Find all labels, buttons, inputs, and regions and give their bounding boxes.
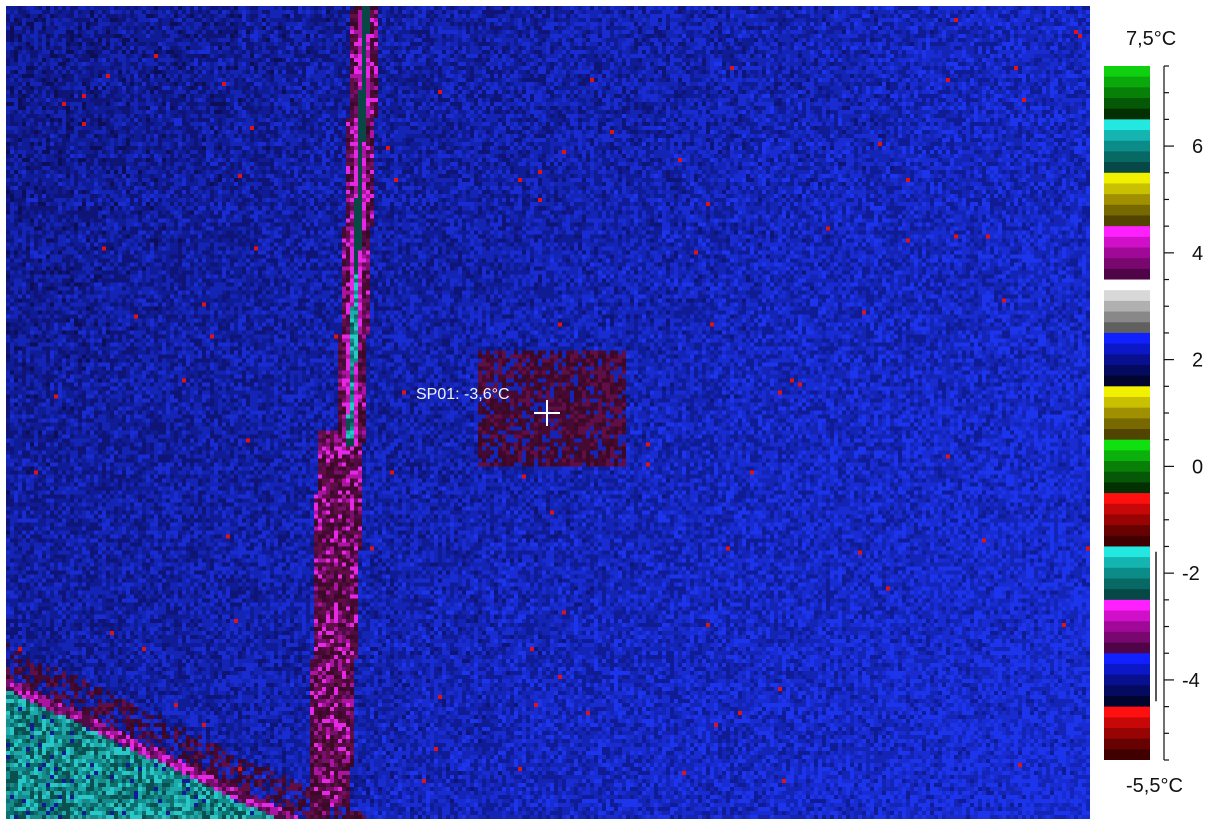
color-scale-swatch (1104, 290, 1150, 302)
color-scale-swatch (1104, 567, 1150, 580)
color-scale-swatch (1104, 461, 1150, 473)
color-scale-swatch (1104, 749, 1150, 760)
color-scale-swatch (1104, 514, 1150, 526)
color-scale-swatch (1104, 621, 1150, 633)
scale-tick-label: -4 (1182, 670, 1200, 692)
color-scale-swatch (1104, 439, 1150, 451)
color-scale-swatch (1104, 503, 1150, 516)
scale-min-label: -5,5°C (1126, 775, 1183, 797)
color-scale-swatch (1104, 493, 1150, 505)
color-scale-swatch (1104, 599, 1150, 612)
color-scale-swatch (1104, 546, 1150, 558)
color-scale-swatch (1104, 471, 1150, 483)
color-scale-swatch (1104, 322, 1150, 334)
color-scale-swatch (1104, 311, 1150, 323)
color-scale-swatch (1104, 525, 1150, 537)
color-scale-swatch (1104, 343, 1150, 355)
color-scale-swatch (1104, 429, 1150, 441)
color-scale-swatch (1104, 183, 1150, 195)
color-scale-swatch (1104, 685, 1150, 697)
color-scale-swatch (1104, 706, 1150, 718)
color-scale-swatch (1104, 482, 1150, 494)
scale-tick-label: 6 (1192, 136, 1203, 158)
color-scale-swatch (1104, 738, 1150, 750)
color-scale-swatch (1104, 610, 1150, 622)
color-scale-swatch (1104, 215, 1150, 227)
color-scale-swatch (1104, 300, 1150, 313)
color-scale-swatch (1104, 162, 1150, 174)
color-scale-swatch (1104, 98, 1150, 110)
spot-crosshair-icon (534, 400, 560, 426)
scale-tick-label: 2 (1192, 350, 1203, 372)
color-scale-swatch (1104, 258, 1150, 270)
color-scale-swatch (1104, 578, 1150, 590)
scale-tick-label: 0 (1192, 456, 1203, 478)
color-scale-swatch (1104, 674, 1150, 686)
color-scale-swatch (1104, 354, 1150, 366)
color-scale-swatch (1104, 332, 1150, 345)
color-scale-swatch (1104, 140, 1150, 153)
color-scale-swatch (1104, 247, 1150, 259)
color-scale-bar (1104, 66, 1150, 760)
scale-tick-label: 4 (1192, 243, 1203, 265)
color-scale-swatch (1104, 717, 1150, 729)
color-scale-swatch (1104, 119, 1150, 131)
color-scale-swatch (1104, 418, 1150, 430)
color-scale-swatch (1104, 407, 1150, 419)
color-scale-swatch (1104, 236, 1150, 249)
color-scale-swatch (1104, 226, 1150, 238)
color-scale-swatch (1104, 695, 1150, 708)
color-scale-swatch (1104, 364, 1150, 377)
color-scale-swatch (1104, 663, 1150, 676)
color-scale-swatch (1104, 535, 1150, 548)
color-scale-swatch (1104, 653, 1150, 665)
color-scale-swatch (1104, 204, 1150, 217)
color-scale-swatch (1104, 727, 1150, 740)
color-scale-swatch (1104, 642, 1150, 654)
color-scale-swatch (1104, 631, 1150, 644)
color-scale-swatch (1104, 172, 1150, 185)
color-scale-swatch (1104, 108, 1150, 120)
color-scale-swatch (1104, 194, 1150, 206)
color-scale-swatch (1104, 130, 1150, 142)
color-scale-swatch (1104, 386, 1150, 398)
color-scale-swatch (1104, 279, 1150, 291)
color-scale-swatch (1104, 450, 1150, 462)
color-scale-swatch (1104, 151, 1150, 163)
spot-label: SP01: -3,6°C (416, 386, 510, 403)
color-scale-swatch (1104, 589, 1150, 601)
scale-max-label: 7,5°C (1126, 28, 1177, 50)
color-scale-swatch (1104, 396, 1150, 409)
color-scale-swatch (1104, 66, 1150, 78)
color-scale-axis: 6 4 2 0 -2 -4 (1155, 65, 1203, 761)
color-scale-swatch (1104, 557, 1150, 569)
scale-tick-label: -2 (1182, 563, 1200, 585)
color-scale-swatch (1104, 87, 1150, 99)
color-scale-swatch (1104, 375, 1150, 387)
color-scale-swatch (1104, 268, 1150, 281)
color-scale-swatch (1104, 76, 1150, 88)
